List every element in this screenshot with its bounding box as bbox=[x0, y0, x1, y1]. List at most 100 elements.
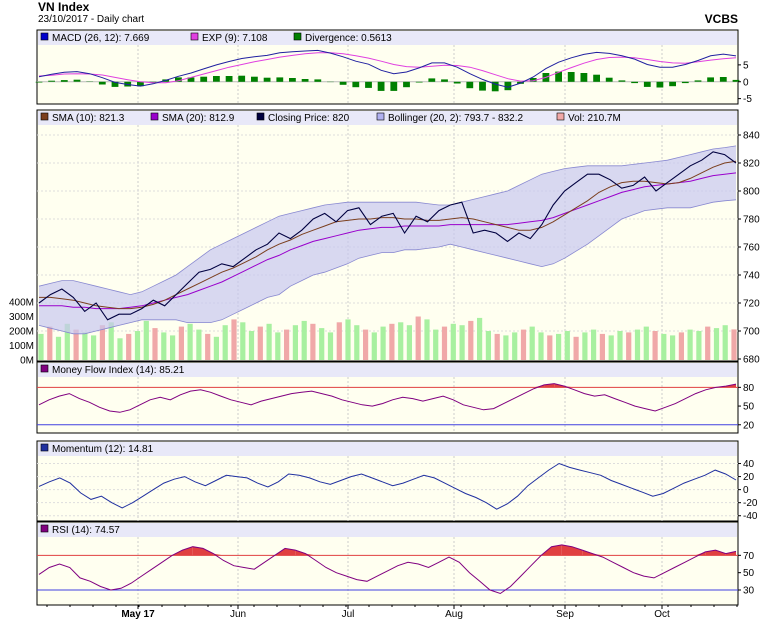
rsi-legend-label: RSI (14): 74.57 bbox=[52, 525, 120, 536]
volume-bar bbox=[529, 326, 535, 360]
volume-bar bbox=[99, 325, 105, 360]
volume-bar bbox=[363, 329, 369, 360]
volume-bar bbox=[275, 332, 281, 360]
volume-bar bbox=[643, 326, 649, 360]
macd-divergence-bar bbox=[415, 81, 423, 83]
volume-bar bbox=[345, 319, 351, 360]
volume-bar bbox=[371, 332, 377, 360]
macd-divergence-bar bbox=[479, 81, 486, 91]
volume-bar bbox=[187, 323, 193, 361]
volume-bar bbox=[310, 323, 316, 361]
macd-divergence-bar bbox=[390, 81, 398, 91]
momentum-legend-swatch bbox=[40, 443, 49, 452]
volume-bar bbox=[266, 323, 272, 361]
volume-bar bbox=[161, 332, 167, 360]
macd-divergence-bar bbox=[643, 81, 651, 87]
volume-bar bbox=[556, 333, 562, 360]
macd-divergence-bar bbox=[339, 81, 347, 85]
macd-divergence-bar bbox=[98, 81, 106, 85]
momentum-tick-label: -40 bbox=[743, 511, 758, 522]
volume-bar bbox=[415, 316, 421, 360]
volume-bar bbox=[547, 335, 553, 360]
volume-bar bbox=[231, 319, 237, 360]
volume-bar bbox=[143, 320, 149, 360]
volume-tick-label: 100M bbox=[9, 341, 34, 352]
bollinger-band bbox=[39, 145, 736, 334]
macd-divergence-bar bbox=[529, 78, 537, 82]
macd-legend-label: EXP (9): 7.108 bbox=[202, 33, 268, 44]
macd-divergence-bar bbox=[656, 81, 664, 88]
volume-bar bbox=[538, 332, 544, 360]
volume-bar bbox=[468, 320, 474, 360]
macd-divergence-bar bbox=[377, 81, 385, 91]
volume-bar bbox=[503, 335, 509, 360]
momentum-legend-label: Momentum (12): 14.81 bbox=[52, 444, 154, 455]
macd-divergence-bar bbox=[73, 79, 81, 82]
momentum-tick-label: 20 bbox=[743, 472, 755, 483]
macd-divergence-bar bbox=[466, 81, 474, 89]
macd-divergence-bar bbox=[314, 79, 322, 82]
macd-line bbox=[38, 49, 737, 88]
volume-bar bbox=[459, 325, 465, 360]
volume-bar bbox=[599, 333, 605, 360]
macd-divergence-bar bbox=[694, 80, 702, 82]
rsi-overbought-fill bbox=[192, 546, 203, 556]
macd-legend-swatch bbox=[190, 32, 199, 41]
mfi-legend-bar bbox=[38, 363, 737, 377]
macd-legend-swatch bbox=[40, 32, 49, 41]
volume-bar bbox=[117, 338, 123, 361]
rsi-tick-label: 30 bbox=[743, 586, 755, 597]
volume-tick-label: 0M bbox=[20, 356, 34, 367]
macd-divergence-bar bbox=[111, 81, 119, 87]
macd-legend-label: MACD (26, 12): 7.669 bbox=[52, 33, 150, 44]
volume-bar bbox=[406, 325, 412, 360]
momentum-line bbox=[38, 462, 737, 510]
rsi-overbought-fill bbox=[561, 544, 572, 556]
macd-divergence-bar bbox=[504, 81, 512, 91]
volume-bar bbox=[564, 331, 570, 360]
macd-legend-swatch bbox=[293, 32, 302, 41]
macd-divergence-bar bbox=[681, 81, 689, 84]
volume-bar bbox=[617, 331, 623, 360]
volume-bar bbox=[240, 322, 246, 360]
price-tick-label: 800 bbox=[743, 187, 760, 198]
price-tick-label: 740 bbox=[743, 271, 760, 282]
volume-bar bbox=[380, 326, 386, 360]
macd-divergence-bar bbox=[491, 81, 499, 92]
macd-divergence-bar bbox=[707, 77, 714, 82]
volume-bar bbox=[705, 326, 711, 360]
volume-bar bbox=[634, 329, 641, 360]
macd-divergence-bar bbox=[48, 80, 55, 82]
macd-divergence-bar bbox=[453, 81, 461, 84]
volume-bar bbox=[126, 333, 132, 360]
price-legend-swatch bbox=[150, 112, 159, 121]
rsi-overbought-fill bbox=[182, 546, 193, 556]
rsi-tick-label: 70 bbox=[743, 551, 755, 562]
price-tick-label: 700 bbox=[743, 327, 760, 338]
price-tick-label: 840 bbox=[743, 131, 760, 142]
macd-legend-bar bbox=[38, 31, 737, 45]
macd-tick-label: 0 bbox=[743, 77, 749, 88]
macd-divergence-bar bbox=[580, 73, 588, 82]
macd-divergence-bar bbox=[175, 77, 182, 82]
volume-bar bbox=[582, 332, 588, 360]
volume-bar bbox=[485, 331, 491, 360]
volume-bar bbox=[494, 333, 500, 360]
momentum-tick-label: -20 bbox=[743, 498, 758, 509]
volume-bar bbox=[55, 336, 62, 360]
macd-tick-label: -5 bbox=[743, 94, 752, 105]
volume-bar bbox=[336, 322, 342, 360]
rsi-legend-bar bbox=[38, 523, 737, 537]
sma20-line bbox=[39, 172, 737, 310]
momentum-tick-label: 40 bbox=[743, 459, 755, 470]
rsi-overbought-fill bbox=[572, 546, 583, 556]
volume-bar bbox=[722, 325, 728, 360]
volume-bar bbox=[248, 331, 255, 360]
sma10-line bbox=[39, 160, 737, 310]
macd-divergence-bar bbox=[669, 81, 676, 87]
x-tick-label: Jun bbox=[230, 609, 246, 620]
macd-divergence-bar bbox=[301, 79, 309, 82]
volume-bar bbox=[301, 320, 307, 360]
mfi-overbought-fill bbox=[544, 383, 555, 388]
